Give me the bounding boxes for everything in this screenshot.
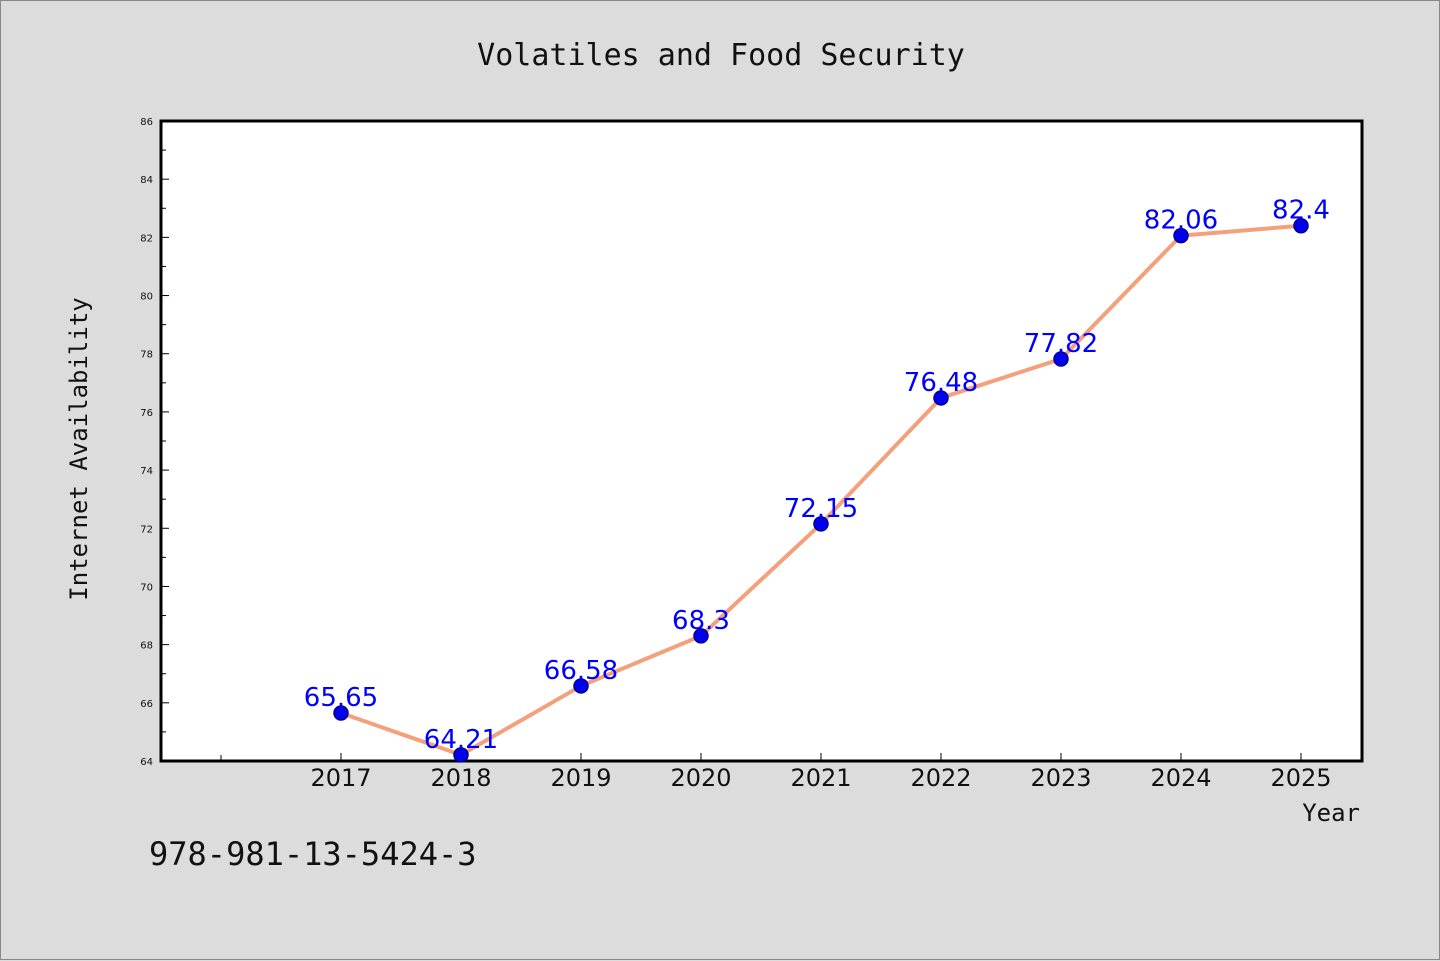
data-label: 64.21: [424, 725, 498, 755]
chart-title: Volatiles and Food Security: [477, 38, 965, 73]
data-label: 82.4: [1272, 196, 1330, 226]
data-label: 77.82: [1024, 329, 1098, 359]
isbn-text: 978-981-13-5424-3: [149, 835, 477, 873]
data-label: 68.3: [672, 606, 730, 636]
x-tick-label: 2019: [550, 764, 611, 792]
data-label: 65.65: [304, 683, 378, 713]
data-point: [333, 705, 349, 721]
series-group: 65.65 64.21 66.58 68.3 72.15 76.48 77.82 82.06 8…: [304, 196, 1330, 763]
x-tick-label: 2024: [1150, 764, 1211, 792]
data-point: [1173, 227, 1189, 244]
y-tick-label: 80: [140, 292, 153, 303]
y-tick-label: 68: [140, 641, 153, 652]
data-point: [453, 747, 469, 763]
data-label: 82.06: [1144, 206, 1218, 236]
data-point: [813, 516, 829, 532]
y-tick-label: 66: [140, 699, 153, 710]
x-axis-label: Year: [1302, 799, 1360, 827]
data-label: 66.58: [544, 656, 618, 686]
x-tick-label: 2022: [910, 764, 971, 792]
y-tick-label: 74: [140, 466, 153, 477]
x-tick-label: 2017: [310, 764, 371, 792]
x-tick-label: 2018: [430, 764, 491, 792]
x-tick-label: 2023: [1030, 764, 1091, 792]
y-tick-label: 86: [140, 117, 153, 128]
y-tick-label: 64: [140, 757, 153, 768]
y-tick-label: 70: [140, 582, 153, 593]
y-axis-label: Internet Availability: [65, 297, 93, 600]
data-point: [933, 390, 949, 406]
data-label: 76.48: [904, 368, 978, 398]
x-axis-ticks: 2017 2018 2019 2020 2021 2022 2023 2024 2025: [220, 753, 1332, 792]
data-point: [693, 628, 709, 644]
y-tick-label: 78: [140, 350, 153, 361]
y-tick-label: 72: [140, 524, 153, 535]
plot-area: [159, 119, 1364, 763]
y-tick-label: 76: [140, 408, 153, 419]
data-label: 72.15: [784, 494, 858, 524]
y-tick-label: 82: [140, 233, 153, 244]
x-tick-label: 2021: [790, 764, 851, 792]
data-point: [1293, 217, 1309, 234]
x-tick-label: 2025: [1270, 764, 1331, 792]
data-point: [573, 678, 589, 694]
y-tick-label: 84: [140, 175, 153, 186]
y-axis-ticks: 64 66 68 70 72 74 76 78 80 82 84 86: [140, 117, 169, 768]
data-point: [1053, 351, 1069, 367]
x-tick-label: 2020: [670, 764, 731, 792]
